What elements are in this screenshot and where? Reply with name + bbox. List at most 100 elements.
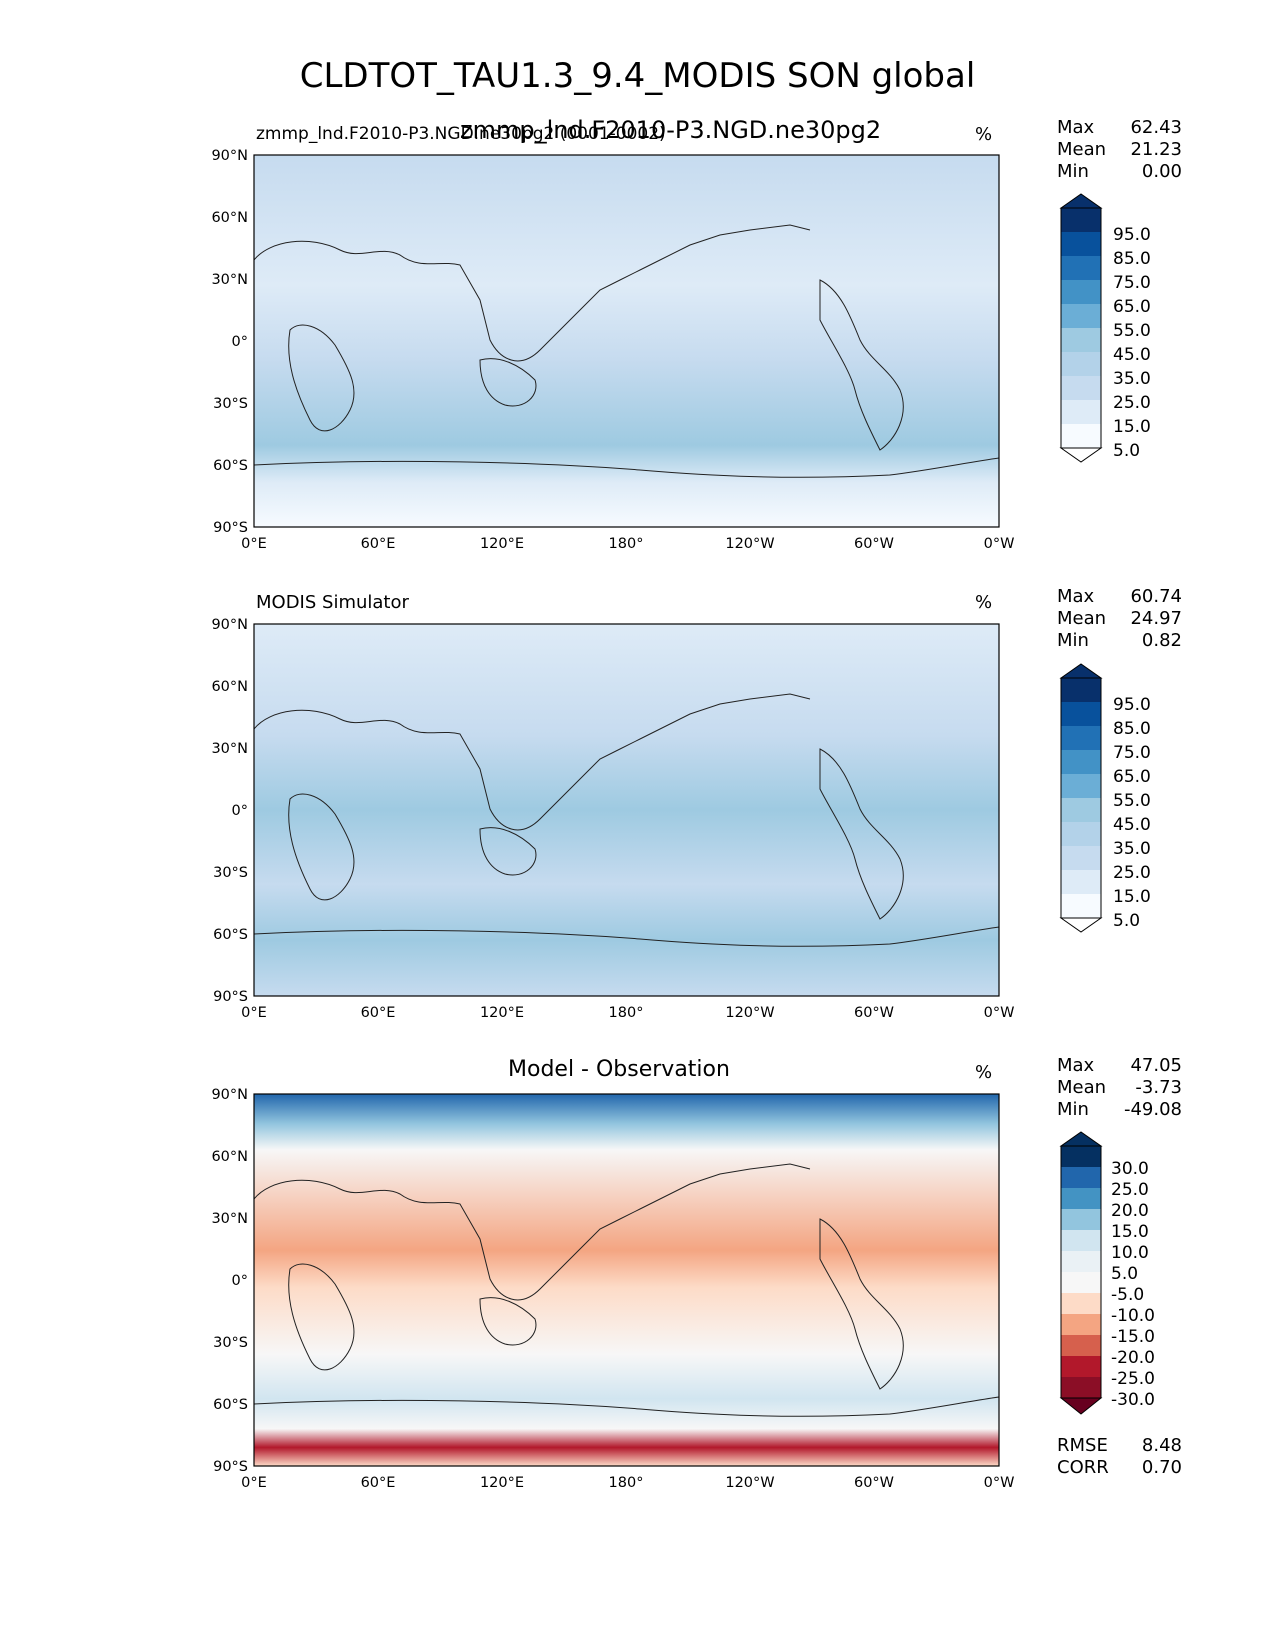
lat-label: 90°N: [211, 148, 248, 164]
lon-label: 0°W: [984, 1005, 1015, 1021]
map-field: [254, 1094, 999, 1466]
map-plot: 90°N 60°N 30°N 0° 30°S 60°S 90°S 0°E 60°…: [211, 617, 1014, 1021]
lon-label: 180°: [609, 1475, 644, 1491]
stats-box: Max 60.74 Mean 24.97 Min 0.82: [1057, 586, 1182, 651]
lon-axis: 0°E 60°E 120°E 180° 120°W 60°W 0°W: [241, 1475, 1014, 1491]
cbar-label: 85.0: [1113, 719, 1151, 739]
cbar-label: 20.0: [1111, 1201, 1149, 1221]
cbar-label: -10.0: [1111, 1306, 1155, 1326]
lon-label: 60°E: [361, 1005, 396, 1021]
lat-label: 60°S: [213, 458, 248, 474]
cbar-label: 45.0: [1113, 815, 1151, 835]
lon-axis: 0°E 60°E 120°E 180° 120°W 60°W 0°W: [241, 1005, 1014, 1021]
stat-max: 47.05: [1130, 1055, 1182, 1076]
metrics-box: RMSE 8.48 CORR 0.70: [1057, 1435, 1182, 1478]
stat-min: -49.08: [1123, 1099, 1182, 1120]
cbar-label: 30.0: [1111, 1159, 1149, 1179]
cbar-label: 5.0: [1113, 911, 1140, 931]
cbar-label: 15.0: [1113, 417, 1151, 437]
lat-label: 30°S: [213, 865, 248, 881]
stat-mean: 24.97: [1130, 608, 1182, 629]
cbar-label: 95.0: [1113, 695, 1151, 715]
map-frame: [253, 623, 1000, 997]
lon-label: 180°: [609, 536, 644, 552]
cbar-label: 25.0: [1111, 1180, 1149, 1200]
cbar-label: 75.0: [1113, 273, 1151, 293]
lat-label: 0°: [232, 1273, 248, 1289]
lat-label: 0°: [232, 334, 248, 350]
coastlines: [253, 1163, 1000, 1417]
units-label: %: [975, 592, 993, 613]
stats-box: Max 62.43 Mean 21.23 Min 0.00: [1057, 117, 1182, 182]
lat-axis: 90°N 60°N 30°N 0° 30°S 60°S 90°S: [211, 1087, 248, 1475]
units-label: %: [975, 124, 993, 145]
panel-title: MODIS Simulator: [256, 592, 409, 613]
cbar-label: -25.0: [1111, 1369, 1155, 1389]
cbar-label: 65.0: [1113, 767, 1151, 787]
lon-label: 0°E: [241, 1005, 267, 1021]
lat-label: 0°: [232, 803, 248, 819]
cbar-label: 45.0: [1113, 345, 1151, 365]
lat-label: 90°S: [213, 989, 248, 1005]
map-field: [254, 624, 999, 996]
panel-title: Model - Observation: [508, 1057, 730, 1082]
lat-axis: 90°N 60°N 30°N 0° 30°S 60°S 90°S: [211, 148, 248, 536]
lat-label: 30°N: [211, 741, 248, 757]
cbar-label: 35.0: [1113, 839, 1151, 859]
figure-title: CLDTOT_TAU1.3_9.4_MODIS SON global: [299, 56, 976, 96]
cbar-label: 65.0: [1113, 297, 1151, 317]
lat-label: 60°N: [211, 210, 248, 226]
lon-label: 60°E: [361, 536, 396, 552]
cbar-label: -30.0: [1111, 1390, 1155, 1410]
map-field: [254, 155, 999, 527]
lon-label: 120°E: [480, 536, 524, 552]
panel-title: zmmp_lnd.F2010-P3.NGD.ne30pg2 (0001-0002…: [256, 124, 666, 144]
lon-label: 60°E: [361, 1475, 396, 1491]
lon-label: 60°W: [854, 536, 894, 552]
lon-label: 120°E: [480, 1475, 524, 1491]
lat-label: 60°S: [213, 1397, 248, 1413]
colorbar: 95.0 85.0 75.0 65.0 55.0 45.0 35.0 25.0 …: [1059, 193, 1151, 463]
coastlines: [253, 693, 1000, 947]
cbar-label: 95.0: [1113, 225, 1151, 245]
cbar-label: 55.0: [1113, 791, 1151, 811]
stats-box: Max 47.05 Mean -3.73 Min -49.08: [1057, 1055, 1182, 1120]
lat-label: 30°N: [211, 272, 248, 288]
overlap-subtitle: zmmp_lnd.F2010-P3.NGD.ne30pg2: [460, 116, 882, 144]
stat-mean: -3.73: [1135, 1077, 1182, 1098]
cbar-label: 15.0: [1113, 887, 1151, 907]
map-plot: 90°N 60°N 30°N 0° 30°S 60°S 90°S 0°E 60°…: [211, 1087, 1014, 1491]
units-label: %: [975, 1062, 993, 1083]
stat-mean: 21.23: [1130, 139, 1182, 160]
lon-label: 60°W: [854, 1475, 894, 1491]
cbar-label: 85.0: [1113, 249, 1151, 269]
lon-label: 120°W: [725, 536, 774, 552]
cbar-label: 35.0: [1113, 369, 1151, 389]
lon-label: 120°W: [725, 1475, 774, 1491]
metric-rmse: 8.48: [1141, 1435, 1182, 1456]
cbar-label: 5.0: [1113, 441, 1140, 461]
lon-label: 0°E: [241, 536, 267, 552]
lat-label: 60°N: [211, 679, 248, 695]
stat-min: 0.00: [1141, 161, 1182, 182]
cbar-label: 10.0: [1111, 1243, 1149, 1263]
lat-label: 30°S: [213, 1335, 248, 1351]
lon-label: 0°W: [984, 536, 1015, 552]
map-frame: [253, 1093, 1000, 1467]
lon-label: 0°W: [984, 1475, 1015, 1491]
colorbar: 30.0 25.0 20.0 15.0 10.0 5.0 -5.0 -10.0 …: [1059, 1131, 1155, 1415]
cbar-label: 25.0: [1113, 863, 1151, 883]
lon-label: 60°W: [854, 1005, 894, 1021]
lon-label: 180°: [609, 1005, 644, 1021]
lon-axis: 0°E 60°E 120°E 180° 120°W 60°W 0°W: [241, 536, 1014, 552]
lat-axis: 90°N 60°N 30°N 0° 30°S 60°S 90°S: [211, 617, 248, 1005]
lon-label: 0°E: [241, 1475, 267, 1491]
cbar-label: -5.0: [1111, 1285, 1144, 1305]
map-frame: [253, 154, 1000, 528]
cbar-label: 25.0: [1113, 393, 1151, 413]
cbar-label: 55.0: [1113, 321, 1151, 341]
lat-label: 90°N: [211, 617, 248, 633]
lat-label: 90°S: [213, 520, 248, 536]
lat-label: 30°S: [213, 396, 248, 412]
lat-label: 90°S: [213, 1459, 248, 1475]
